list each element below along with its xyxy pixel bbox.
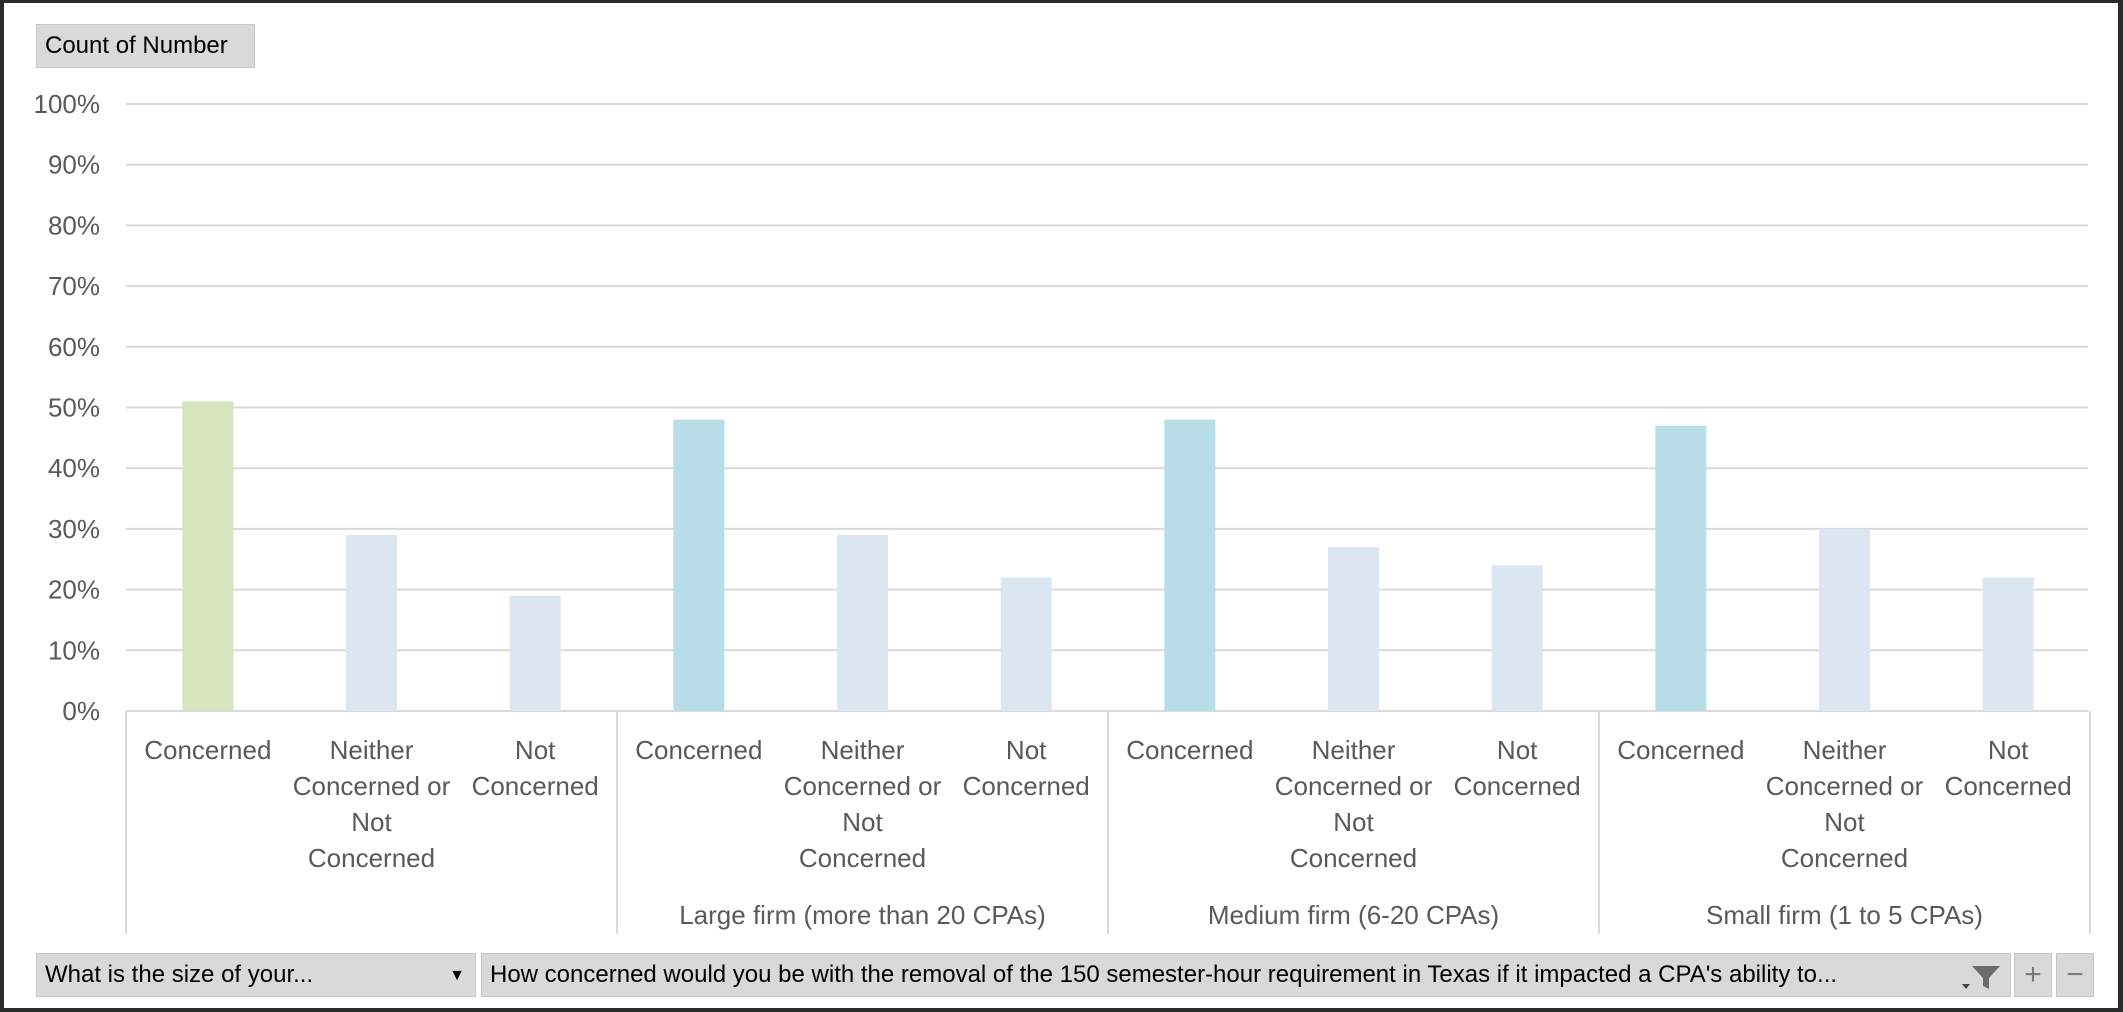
x-category-label: Not Concerned <box>963 735 1090 801</box>
bar <box>509 595 561 711</box>
bar <box>837 534 888 711</box>
y-tick-label: 70% <box>48 271 100 301</box>
x-group-label: Small firm (1 to 5 CPAs) <box>1706 900 1983 930</box>
bar <box>1000 577 1052 711</box>
bar <box>1655 425 1707 711</box>
x-category-label: Concerned <box>635 735 762 765</box>
x-category-label: Concerned <box>144 735 271 765</box>
x-category-label: Neither Concerned or Not Concerned <box>1275 735 1433 873</box>
filter-icon[interactable] <box>1960 962 2002 992</box>
bar <box>346 534 397 711</box>
chevron-down-icon[interactable]: ▼ <box>449 967 465 984</box>
x-category-label: Concerned <box>1126 735 1253 765</box>
y-tick-label: 30% <box>48 514 100 544</box>
x-group-label: Medium firm (6-20 CPAs) <box>1208 900 1499 930</box>
column-field-label: How concerned would you be with the remo… <box>490 961 1838 988</box>
row-field-button[interactable]: What is the size of your... ▼ <box>36 953 476 997</box>
column-field-button[interactable]: How concerned would you be with the remo… <box>481 953 2011 997</box>
y-tick-label: 20% <box>48 575 100 605</box>
x-category-label: Not Concerned <box>1945 735 2072 801</box>
x-category-label: Not Concerned <box>472 735 599 801</box>
bar <box>1328 547 1379 711</box>
y-tick-label: 40% <box>48 453 100 483</box>
y-tick-label: 80% <box>48 210 100 240</box>
y-tick-label: 10% <box>48 635 100 665</box>
y-tick-label: 0% <box>62 696 100 726</box>
y-tick-label: 100% <box>34 89 101 119</box>
y-tick-label: 50% <box>48 393 100 423</box>
y-tick-label: 90% <box>48 150 100 180</box>
bar <box>1491 565 1543 711</box>
bar <box>673 419 725 711</box>
minus-icon[interactable]: − <box>2056 953 2094 997</box>
x-group-label: Large firm (more than 20 CPAs) <box>679 900 1046 930</box>
x-category-label: Neither Concerned or Not Concerned <box>293 735 451 873</box>
axis-field-bar: What is the size of your... ▼ How concer… <box>36 953 2098 997</box>
x-category-label: Neither Concerned or Not Concerned <box>784 735 942 873</box>
plus-icon[interactable]: + <box>2014 953 2052 997</box>
bar <box>1982 577 2034 711</box>
filter-dropdown[interactable] <box>1960 954 2002 996</box>
y-tick-label: 60% <box>48 332 100 362</box>
bar <box>1819 528 1870 711</box>
x-category-label: Neither Concerned or Not Concerned <box>1766 735 1924 873</box>
row-field-label: What is the size of your... <box>45 961 314 988</box>
x-category-label: Concerned <box>1617 735 1744 765</box>
value-field-button[interactable]: Count of Number <box>36 24 255 68</box>
bar <box>182 401 234 711</box>
bar <box>1164 419 1216 711</box>
x-category-label: Not Concerned <box>1454 735 1581 801</box>
